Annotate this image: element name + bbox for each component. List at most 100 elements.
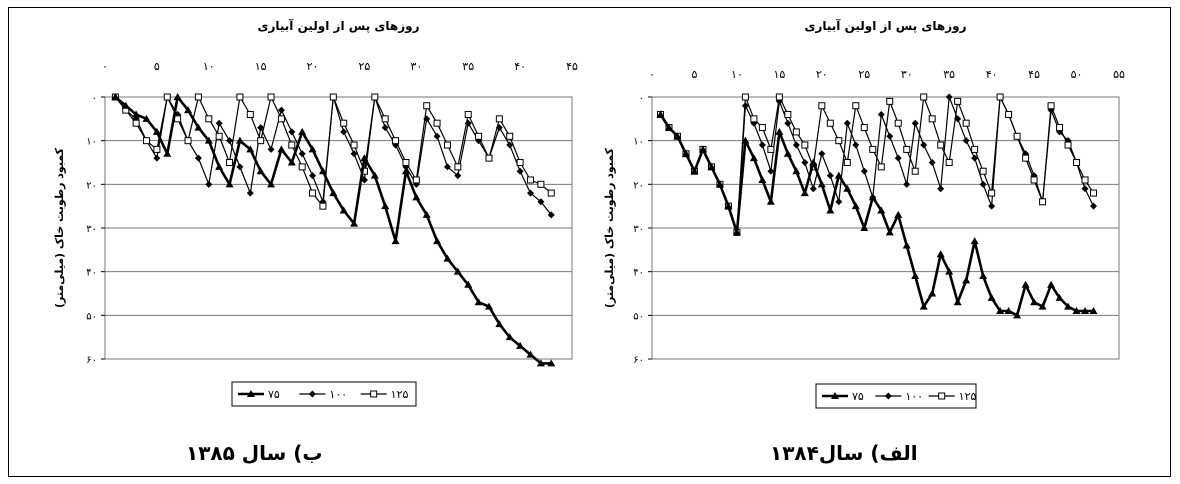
data-point — [236, 93, 244, 101]
data-point — [339, 206, 348, 214]
data-point — [920, 93, 928, 101]
data-point — [979, 167, 987, 175]
data-point — [547, 211, 555, 219]
data-point — [443, 163, 451, 171]
data-point — [894, 119, 902, 127]
data-point — [818, 150, 826, 158]
data-point — [257, 124, 265, 132]
data-point — [835, 198, 843, 206]
data-point — [1064, 302, 1073, 310]
data-point — [371, 93, 379, 101]
data-point — [309, 189, 317, 197]
y-axis-title: کمبود رطوبت خاک (میلی‌متر) — [53, 147, 66, 308]
legend-label: ۱۰۰ — [329, 388, 347, 401]
data-point — [184, 106, 193, 114]
data-point — [464, 280, 473, 288]
data-point — [277, 106, 285, 114]
y-tick-label: ۰ — [92, 93, 97, 104]
data-point — [971, 145, 979, 153]
data-point — [860, 124, 868, 132]
data-point — [267, 180, 276, 188]
data-point — [826, 172, 834, 180]
data-point — [937, 185, 945, 193]
data-point — [792, 141, 800, 149]
data-point — [766, 197, 775, 205]
series-line — [659, 96, 1095, 233]
data-point — [945, 93, 953, 101]
data-point — [937, 141, 945, 149]
data-point — [851, 202, 860, 210]
data-point — [1055, 293, 1064, 301]
data-point — [970, 237, 979, 245]
data-point — [267, 145, 275, 153]
data-point — [775, 127, 784, 135]
data-point — [475, 132, 483, 140]
data-point — [309, 172, 317, 180]
data-point — [843, 119, 851, 127]
x-tick-label: ۵ — [154, 60, 160, 73]
data-point — [1073, 159, 1081, 166]
x-tick-label: ۲۵ — [359, 60, 371, 73]
data-point — [860, 224, 869, 231]
data-point — [142, 114, 151, 122]
legend-label: ۷۵ — [852, 390, 864, 403]
data-point — [516, 159, 524, 166]
panel-caption-a: الف) سال۱۳۸۴ — [770, 441, 918, 465]
data-point — [153, 145, 161, 153]
data-point — [1013, 311, 1022, 319]
data-point — [749, 154, 758, 162]
data-point — [402, 159, 410, 166]
data-point — [422, 210, 431, 218]
data-point — [235, 136, 244, 144]
data-point — [877, 163, 885, 171]
data-point — [298, 163, 306, 171]
data-point — [971, 154, 979, 162]
data-point — [288, 128, 296, 136]
data-point — [1072, 306, 1081, 314]
legend-label: ۱۰۰ — [905, 390, 923, 403]
data-point — [329, 189, 338, 197]
legend-label: ۷۵ — [268, 388, 280, 401]
data-point — [894, 154, 902, 162]
data-point — [826, 119, 834, 127]
data-point — [894, 210, 903, 218]
data-point — [340, 128, 348, 136]
data-point — [298, 127, 307, 135]
data-point — [1013, 132, 1021, 140]
data-point — [226, 159, 234, 166]
data-point — [800, 189, 809, 197]
data-point — [903, 180, 911, 188]
data-point — [664, 123, 673, 131]
x-tick-label: ۵۵ — [1113, 68, 1125, 81]
data-point — [911, 119, 919, 127]
legend-marker — [938, 392, 946, 400]
data-point — [423, 102, 431, 110]
data-point — [953, 298, 962, 306]
x-tick-label: ۴۰ — [514, 60, 526, 73]
x-tick-label: ۳۵ — [943, 68, 955, 81]
data-point — [308, 145, 317, 153]
data-point — [1038, 302, 1047, 310]
data-point — [516, 341, 525, 349]
data-point — [945, 159, 953, 166]
data-point — [809, 158, 818, 166]
data-point — [205, 180, 213, 188]
data-point — [433, 132, 441, 140]
data-point — [495, 320, 504, 328]
data-point — [412, 193, 421, 201]
data-point — [852, 141, 860, 149]
data-point — [988, 189, 996, 197]
series-triangle — [111, 93, 556, 367]
data-point — [163, 149, 172, 157]
data-point — [724, 202, 733, 210]
x-tick-label: ۴۰ — [986, 68, 998, 81]
data-point — [360, 154, 369, 162]
data-point — [277, 145, 286, 153]
data-point — [741, 136, 750, 144]
data-point — [826, 206, 835, 214]
data-point — [381, 202, 390, 210]
panel-caption-b: ب) سال ۱۳۸۵ — [186, 441, 323, 465]
data-point — [886, 97, 894, 105]
data-point — [843, 184, 852, 192]
data-point — [886, 132, 894, 140]
